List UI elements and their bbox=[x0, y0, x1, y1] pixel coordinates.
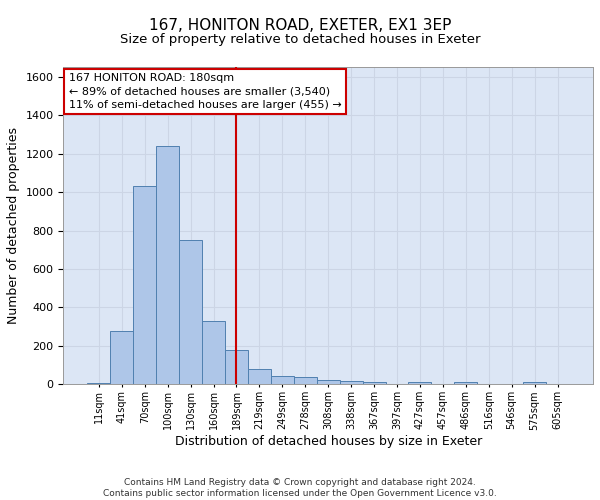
Bar bbox=[179, 240, 202, 384]
Bar bbox=[156, 146, 179, 384]
Bar bbox=[362, 382, 386, 384]
Y-axis label: Number of detached properties: Number of detached properties bbox=[7, 127, 20, 324]
Bar bbox=[248, 369, 271, 384]
Bar bbox=[454, 382, 477, 384]
Text: 167, HONITON ROAD, EXETER, EX1 3EP: 167, HONITON ROAD, EXETER, EX1 3EP bbox=[149, 18, 451, 32]
Bar bbox=[225, 350, 248, 384]
X-axis label: Distribution of detached houses by size in Exeter: Distribution of detached houses by size … bbox=[175, 435, 482, 448]
Bar bbox=[294, 377, 317, 384]
Text: Contains HM Land Registry data © Crown copyright and database right 2024.
Contai: Contains HM Land Registry data © Crown c… bbox=[103, 478, 497, 498]
Bar bbox=[523, 382, 546, 384]
Bar bbox=[202, 321, 225, 384]
Text: 167 HONITON ROAD: 180sqm
← 89% of detached houses are smaller (3,540)
11% of sem: 167 HONITON ROAD: 180sqm ← 89% of detach… bbox=[68, 74, 341, 110]
Bar bbox=[409, 382, 431, 384]
Bar bbox=[110, 330, 133, 384]
Text: Size of property relative to detached houses in Exeter: Size of property relative to detached ho… bbox=[120, 32, 480, 46]
Bar bbox=[271, 376, 294, 384]
Bar bbox=[133, 186, 156, 384]
Bar bbox=[317, 380, 340, 384]
Bar bbox=[88, 382, 110, 384]
Bar bbox=[340, 381, 362, 384]
